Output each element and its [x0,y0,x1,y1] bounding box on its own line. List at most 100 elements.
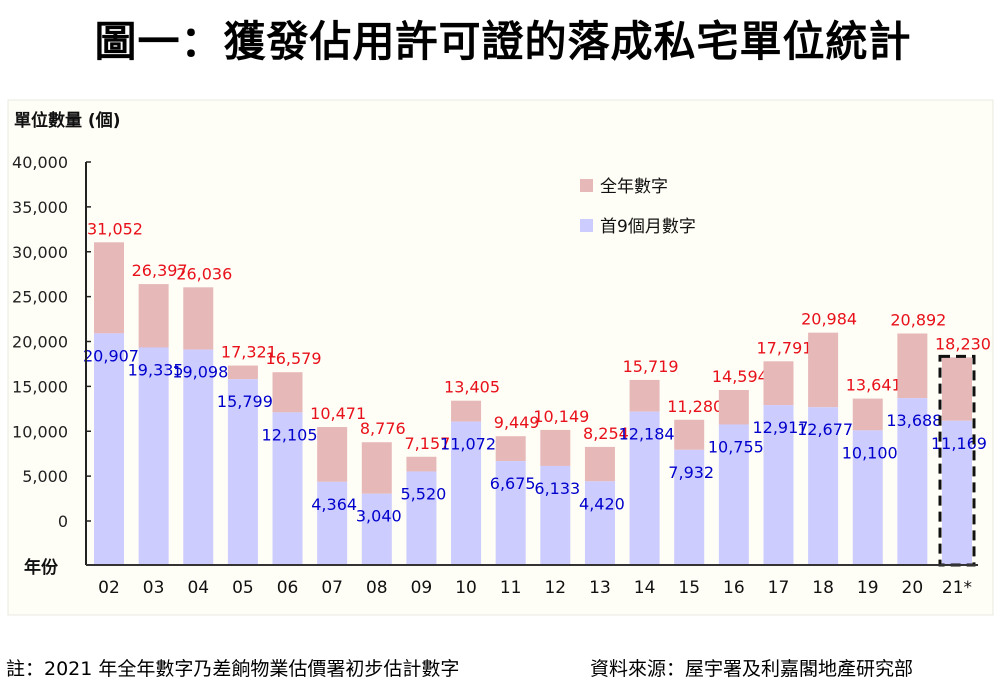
y-tick-label: 40,000 [12,153,68,172]
x-tick-label: 13 [589,578,611,598]
data-label-first-9-months: 6,675 [490,474,536,493]
x-tick-label: 17 [768,578,790,598]
data-label-full-year: 8,776 [360,419,406,438]
bar-full-year [942,357,972,421]
data-label-full-year: 26,036 [176,264,232,283]
legend-label-full-year: 全年數字 [600,177,668,197]
chart-title: 圖一：獲發佔用許可證的落成私宅單位統計 [94,17,912,66]
footnote: 註：2021 年全年數字乃差餉物業估價署初步估計數字 [6,658,460,680]
bar-full-year [897,333,928,399]
x-tick-label: 08 [366,578,388,598]
bar-first-9-months [317,481,348,565]
data-label-full-year: 13,641 [846,376,902,395]
bar-full-year [540,429,571,466]
data-label-first-9-months: 7,932 [668,463,714,482]
bar-full-year [451,400,482,422]
bar-first-9-months [451,421,482,565]
bar-full-year [406,456,437,472]
bar-first-9-months [227,379,258,565]
data-label-first-9-months: 15,799 [217,392,273,411]
data-label-first-9-months: 11,072 [440,435,496,454]
x-tick-label: 06 [277,578,299,598]
bar-first-9-months [183,349,214,565]
data-label-full-year: 31,052 [87,219,143,238]
bar-full-year [852,398,883,431]
data-label-full-year: 7,157 [405,434,451,453]
bar-first-9-months [852,430,883,565]
data-label-first-9-months: 12,917 [752,418,808,437]
bar-full-year [361,442,392,494]
x-tick-label: 21* [942,578,972,598]
bar-full-year [183,287,214,350]
x-axis-title: 年份 [24,557,59,578]
data-label-first-9-months: 5,520 [401,484,447,503]
data-label-full-year: 11,280 [667,397,723,416]
bar-first-9-months [540,465,571,565]
y-tick-label: 5,000 [22,467,68,486]
y-tick-label: 25,000 [12,288,68,307]
bar-full-year [584,446,615,482]
bar-first-9-months [406,471,437,565]
bar-first-9-months [272,412,303,565]
data-label-full-year: 17,321 [221,343,277,362]
x-tick-label: 07 [321,578,343,598]
data-label-full-year: 13,405 [444,378,500,397]
bar-first-9-months [763,405,794,565]
x-tick-label: 18 [812,578,834,598]
bar-first-9-months [495,461,526,565]
bar-full-year [138,284,169,348]
y-tick-label: 30,000 [12,243,68,262]
data-label-full-year: 14,594 [712,367,768,386]
data-label-full-year: 17,791 [756,338,812,357]
x-tick-label: 16 [723,578,745,598]
data-label-full-year: 16,579 [266,349,322,368]
bar-full-year [718,390,749,425]
y-tick-label: 35,000 [12,198,68,217]
y-axis-title: 單位數量 (個) [14,110,120,131]
bar-full-year [763,361,794,406]
x-tick-label: 14 [634,578,656,598]
data-label-full-year: 10,149 [533,407,589,426]
data-label-first-9-months: 6,133 [534,479,580,498]
bar-full-year [674,419,705,450]
data-label-first-9-months: 20,907 [83,346,139,365]
data-label-first-9-months: 13,688 [886,411,942,430]
data-label-first-9-months: 10,755 [708,437,764,456]
legend-label-first-9-months: 首9個月數字 [600,217,696,237]
data-label-first-9-months: 12,677 [797,420,853,439]
data-label-first-9-months: 10,100 [842,443,898,462]
y-tick-label: 15,000 [12,377,68,396]
data-label-full-year: 8,254 [583,424,629,443]
bar-full-year [94,242,124,334]
legend-swatch-first-9-months [580,219,593,232]
x-tick-label: 03 [143,578,165,598]
bar-first-9-months [94,333,124,565]
x-tick-label: 10 [455,578,477,598]
data-label-first-9-months: 4,420 [579,494,625,513]
data-label-first-9-months: 12,105 [262,425,318,444]
bar-first-9-months [808,407,839,565]
data-label-full-year: 9,449 [494,413,540,432]
data-label-full-year: 10,471 [310,404,366,423]
bar-full-year [495,436,526,462]
data-label-first-9-months: 3,040 [356,507,402,526]
data-label-full-year: 15,719 [623,357,679,376]
bar-first-9-months [897,398,928,565]
bar-first-9-months [629,411,660,565]
x-tick-label: 15 [678,578,700,598]
data-label-first-9-months: 12,184 [619,425,675,444]
x-tick-label: 09 [411,578,433,598]
bar-first-9-months [718,424,749,565]
legend-swatch-full-year [580,179,593,192]
bar-first-9-months [138,347,169,565]
bar-full-year [227,365,258,380]
x-tick-label: 12 [544,578,566,598]
x-tick-label: 05 [232,578,254,598]
y-tick-label: 0 [58,512,68,531]
data-label-first-9-months: 4,364 [311,495,357,514]
bar-first-9-months [674,449,705,565]
x-tick-label: 11 [500,578,522,598]
y-tick-label: 20,000 [12,333,68,352]
data-label-full-year: 20,984 [801,310,857,329]
